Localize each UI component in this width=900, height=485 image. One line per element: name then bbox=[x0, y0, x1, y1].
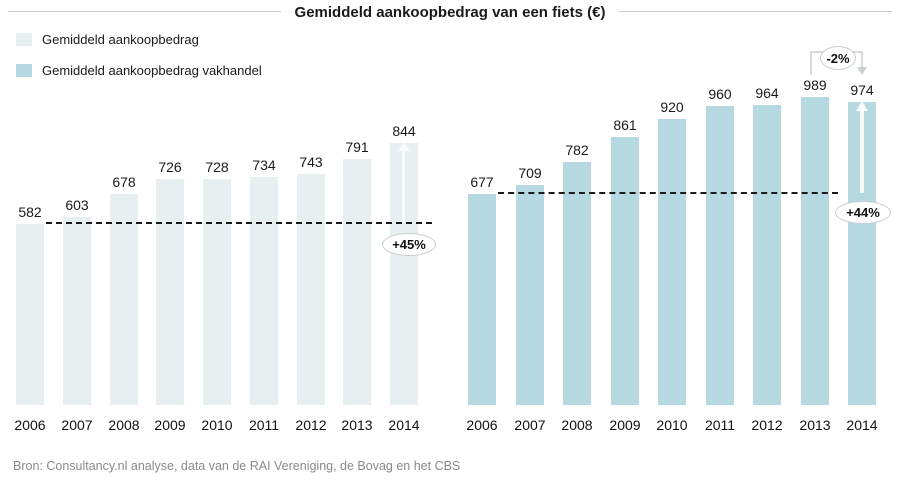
year-label: 2014 bbox=[846, 417, 878, 433]
bar-value-label: 743 bbox=[299, 154, 323, 170]
bar-value-label: 677 bbox=[470, 174, 494, 190]
bar-value-label: 960 bbox=[708, 86, 732, 102]
up-arrow-icon bbox=[398, 142, 410, 151]
bar-2006 bbox=[468, 194, 496, 405]
source-note: Bron: Consultancy.nl analyse, data van d… bbox=[13, 459, 461, 473]
bar-value-label: 861 bbox=[613, 117, 637, 133]
down-arrow-icon bbox=[857, 67, 867, 75]
bar-value-label: 678 bbox=[112, 174, 136, 190]
year-label: 2009 bbox=[154, 417, 186, 433]
year-label: 2008 bbox=[108, 417, 140, 433]
bar-value-label: 964 bbox=[755, 85, 779, 101]
year-label: 2006 bbox=[14, 417, 46, 433]
bar-value-label: 974 bbox=[850, 82, 874, 98]
legend-item-vakhandel: Gemiddeld aankoopbedrag vakhandel bbox=[16, 63, 262, 78]
decline-badge: -2% bbox=[820, 46, 856, 70]
bar-2007 bbox=[516, 185, 544, 405]
year-label: 2013 bbox=[799, 417, 831, 433]
bar-value-label: 603 bbox=[65, 197, 89, 213]
bar-2013 bbox=[343, 159, 371, 405]
year-label: 2008 bbox=[561, 417, 593, 433]
legend-swatch-blue-icon bbox=[16, 64, 32, 77]
bar-2006 bbox=[16, 224, 44, 405]
legend: Gemiddeld aankoopbedrag Gemiddeld aankoo… bbox=[16, 32, 262, 94]
bar-2010 bbox=[658, 119, 686, 405]
bar-value-label: 782 bbox=[565, 142, 589, 158]
bar-2008 bbox=[563, 162, 591, 405]
legend-swatch-light-icon bbox=[16, 33, 32, 46]
bar-2009 bbox=[611, 137, 639, 405]
year-label: 2010 bbox=[201, 417, 233, 433]
bar-value-label: 709 bbox=[518, 165, 542, 181]
year-label: 2012 bbox=[751, 417, 783, 433]
year-label: 2006 bbox=[466, 417, 498, 433]
growth-badge: +44% bbox=[835, 201, 891, 224]
bar-2011 bbox=[250, 177, 278, 405]
legend-item-average: Gemiddeld aankoopbedrag bbox=[16, 32, 262, 47]
chart-panel-average: 582 603 678 726 728 734 743 791 844 2006 2007 2008… bbox=[14, 0, 436, 485]
bar-value-label: 582 bbox=[18, 204, 42, 220]
year-label: 2009 bbox=[609, 417, 641, 433]
bar-2011 bbox=[706, 106, 734, 405]
chart-header: Gemiddeld aankoopbedrag van een fiets (€… bbox=[0, 0, 900, 22]
bar-value-label: 989 bbox=[803, 77, 827, 93]
bar-value-label: 920 bbox=[660, 99, 684, 115]
bar-2009 bbox=[156, 179, 184, 405]
year-label: 2013 bbox=[341, 417, 373, 433]
up-arrow-icon bbox=[856, 101, 868, 111]
reference-dashed-line bbox=[498, 192, 838, 194]
year-label: 2010 bbox=[656, 417, 688, 433]
bar-value-label: 844 bbox=[392, 123, 416, 139]
chart-title: Gemiddeld aankoopbedrag van een fiets (€… bbox=[280, 3, 620, 22]
bar-value-label: 728 bbox=[205, 159, 229, 175]
bar-2012 bbox=[753, 105, 781, 405]
year-label: 2014 bbox=[388, 417, 420, 433]
year-label: 2011 bbox=[248, 417, 280, 433]
chart-panel-vakhandel: 677 709 782 861 920 960 964 989 974 2006 2007 2008… bbox=[466, 0, 891, 485]
bar-2010 bbox=[203, 179, 231, 405]
legend-label: Gemiddeld aankoopbedrag vakhandel bbox=[42, 63, 262, 78]
legend-label: Gemiddeld aankoopbedrag bbox=[42, 32, 199, 47]
bar-2007 bbox=[63, 217, 91, 405]
bar-value-label: 791 bbox=[345, 139, 369, 155]
reference-dashed-line bbox=[46, 222, 432, 224]
bar-value-label: 734 bbox=[252, 157, 276, 173]
bar-2008 bbox=[110, 194, 138, 405]
growth-badge: +45% bbox=[382, 233, 436, 256]
year-label: 2007 bbox=[514, 417, 546, 433]
bar-2012 bbox=[297, 174, 325, 405]
bar-value-label: 726 bbox=[158, 159, 182, 175]
year-label: 2011 bbox=[704, 417, 736, 433]
bar-2013 bbox=[801, 97, 829, 405]
year-label: 2007 bbox=[61, 417, 93, 433]
year-label: 2012 bbox=[295, 417, 327, 433]
